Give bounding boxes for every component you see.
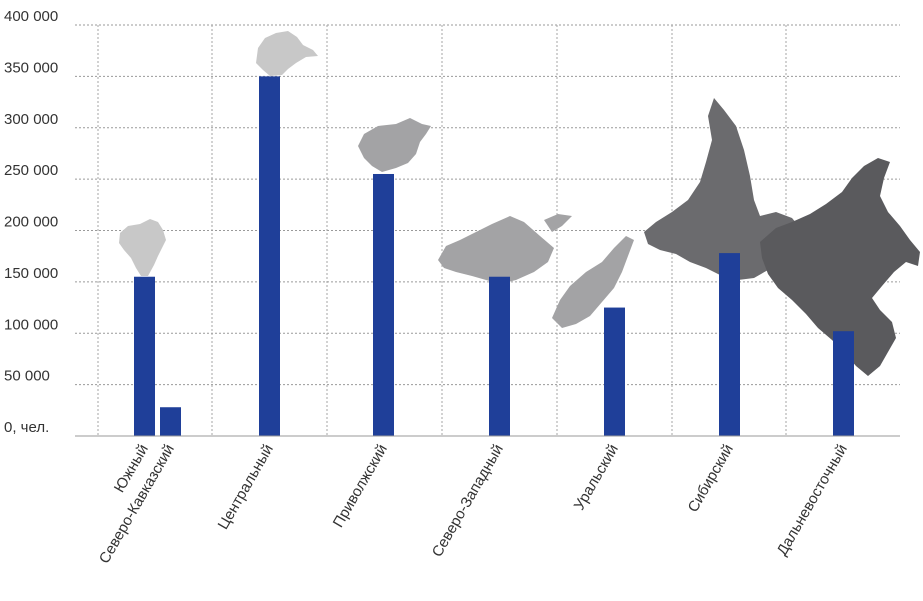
y-tick-label: 100 000: [4, 316, 58, 333]
x-category-label: Приволжский: [330, 442, 391, 531]
bar-7: [719, 253, 740, 436]
south-region-map: [119, 219, 166, 276]
y-tick-label: 200 000: [4, 214, 58, 231]
x-category-label: Дальневосточный: [774, 442, 851, 559]
y-tick-label: 0, чел.: [4, 419, 49, 436]
y-tick-label: 150 000: [4, 265, 58, 282]
y-axis-tick-labels: 0, чел. 50 000 100 000 150 000 200 000 250 00…: [4, 8, 58, 436]
region-maps: [119, 31, 920, 376]
bars-group: [134, 76, 854, 437]
bar-1: [134, 276, 155, 436]
central-region-map: [256, 31, 318, 76]
y-tick-label: 350 000: [4, 59, 58, 76]
x-category-label: Северо-Западный: [429, 442, 507, 561]
bar-3: [259, 76, 280, 436]
x-category-label: Уральский: [571, 442, 622, 514]
volga-region-map: [358, 118, 431, 172]
x-category-label: Центральный: [215, 442, 277, 533]
y-tick-label: 300 000: [4, 111, 58, 128]
bar-2: [160, 407, 181, 436]
bar-8: [833, 331, 854, 436]
y-tick-label: 400 000: [4, 8, 58, 25]
ural-region-map: [552, 236, 634, 328]
northwest-region-map: [438, 214, 572, 284]
bar-4: [373, 173, 394, 437]
y-tick-label: 50 000: [4, 368, 50, 385]
bar-6: [604, 307, 625, 436]
y-tick-label: 250 000: [4, 162, 58, 179]
far-east-region-map: [760, 158, 920, 376]
siberian-region-map: [644, 98, 802, 280]
x-category-label: Сибирский: [685, 442, 737, 516]
bar-5: [489, 276, 510, 436]
